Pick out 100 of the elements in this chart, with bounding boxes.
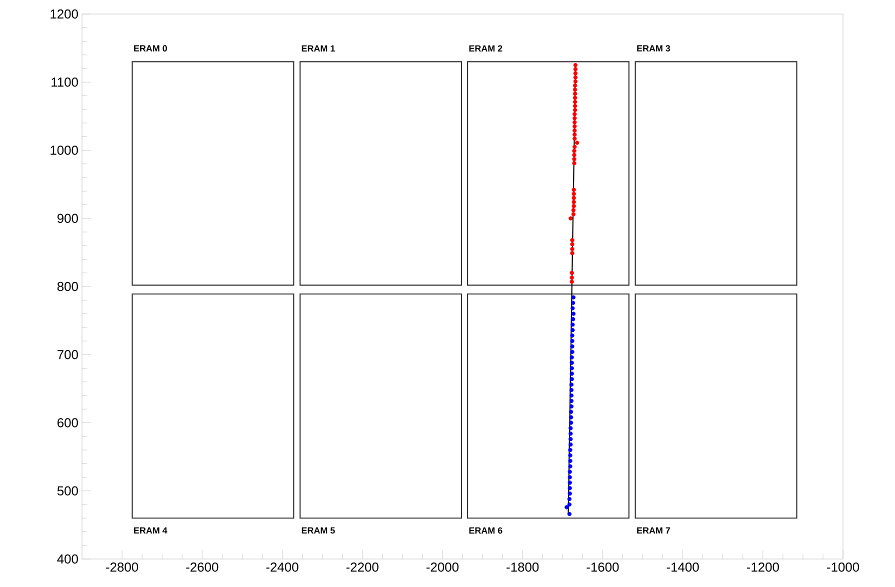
point — [570, 360, 574, 365]
point — [571, 295, 576, 300]
point — [568, 216, 573, 220]
data-label: ERAM 7 — [637, 527, 670, 534]
point — [570, 300, 576, 305]
point — [571, 312, 576, 316]
point — [570, 366, 574, 370]
y-tick-label: 600 — [58, 418, 78, 428]
point — [570, 317, 576, 322]
point — [568, 426, 573, 430]
point — [570, 344, 574, 349]
point — [567, 502, 572, 507]
point — [569, 398, 574, 404]
point — [573, 67, 578, 72]
x-tick-label: -1800 — [506, 562, 539, 572]
y-tick-label: 700 — [58, 350, 78, 360]
point — [572, 152, 576, 158]
point — [572, 116, 577, 120]
point — [570, 372, 574, 376]
point — [572, 108, 578, 112]
x-tick-label: -1000 — [827, 562, 860, 572]
point — [568, 432, 573, 436]
point — [574, 140, 580, 145]
point — [572, 92, 578, 96]
point — [572, 204, 576, 208]
point — [572, 196, 576, 200]
point — [568, 458, 572, 463]
point — [573, 75, 578, 80]
point — [571, 212, 576, 216]
point — [572, 157, 576, 162]
point — [570, 238, 574, 242]
point — [568, 475, 572, 480]
x-tick-label: -2600 — [186, 562, 218, 572]
point — [570, 246, 574, 252]
point — [569, 388, 574, 392]
y-tick-label: 400 — [57, 554, 78, 564]
point — [570, 333, 574, 338]
point — [572, 200, 576, 204]
y-tick-label: 1100 — [52, 78, 78, 87]
point — [570, 251, 574, 256]
data-label: ERAM 0 — [134, 45, 167, 52]
point — [570, 242, 574, 246]
point — [572, 148, 576, 154]
y-tick-label: 500 — [57, 486, 78, 496]
point — [570, 270, 574, 275]
point — [572, 132, 577, 137]
point — [570, 306, 575, 310]
point — [567, 512, 572, 516]
point — [568, 453, 572, 458]
point — [572, 112, 577, 116]
point — [570, 280, 574, 284]
point — [568, 420, 574, 425]
point — [570, 338, 574, 344]
x-tick-label: -2400 — [266, 562, 298, 572]
point — [569, 382, 574, 387]
point — [568, 486, 572, 490]
y-tick-label: 1000 — [50, 146, 78, 155]
data-label: ERAM 4 — [134, 527, 168, 534]
point — [568, 437, 573, 442]
point — [568, 448, 572, 452]
point — [572, 144, 577, 149]
point — [568, 442, 573, 447]
point — [570, 377, 574, 382]
point — [573, 71, 578, 76]
point — [567, 496, 572, 502]
point — [568, 480, 572, 485]
point — [572, 192, 576, 196]
y-tick-label: 1200 — [50, 9, 78, 19]
point — [568, 464, 572, 468]
point — [568, 410, 574, 414]
x-tick-label: -2000 — [426, 562, 459, 572]
point — [569, 393, 574, 398]
y-tick-label: 800 — [57, 282, 78, 292]
x-tick-label: -2200 — [346, 562, 378, 572]
point — [572, 104, 578, 108]
y-tick-label: 900 — [57, 214, 78, 223]
data-label: ERAM 6 — [469, 527, 502, 534]
point — [570, 276, 574, 280]
point — [572, 136, 577, 141]
x-tick-label: -1600 — [586, 562, 619, 572]
point — [568, 470, 572, 474]
x-tick-label: -1200 — [746, 562, 779, 572]
point — [568, 415, 574, 420]
point — [572, 161, 576, 166]
point — [572, 100, 578, 104]
point — [573, 79, 578, 84]
point — [573, 63, 578, 68]
point — [569, 404, 574, 408]
point — [572, 188, 576, 192]
point — [570, 328, 575, 332]
point — [572, 83, 578, 88]
point — [564, 505, 569, 510]
data-label: ERAM 2 — [469, 45, 502, 52]
point — [572, 96, 578, 100]
point — [572, 124, 577, 128]
point — [571, 208, 576, 212]
point — [570, 322, 575, 327]
data-label: ERAM 3 — [637, 45, 670, 52]
x-tick-label: -2800 — [106, 562, 138, 572]
point — [572, 88, 578, 92]
